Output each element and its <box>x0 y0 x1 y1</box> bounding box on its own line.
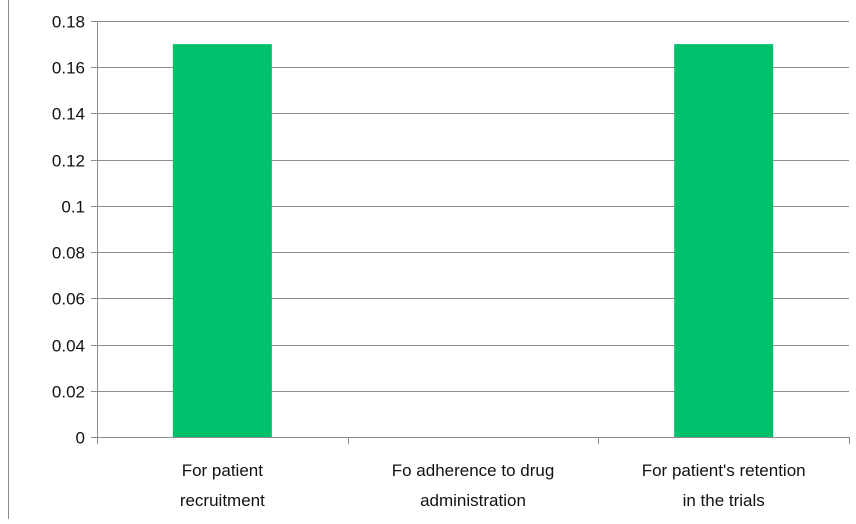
y-tick-label: 0.18 <box>52 13 85 32</box>
y-tick-label: 0.06 <box>52 290 85 309</box>
x-category-labels: For patient recruitment Fo adherence to dr… <box>180 461 806 510</box>
y-tick-label: 0.16 <box>52 59 85 78</box>
y-tick-label: 0.02 <box>52 383 85 402</box>
y-tick-label: 0 <box>76 429 85 448</box>
y-tick-label: 0.04 <box>52 337 85 356</box>
bar <box>674 44 773 437</box>
y-tick-label: 0.12 <box>52 152 85 171</box>
bar <box>173 44 272 437</box>
x-category-label: For patient <box>182 461 264 480</box>
x-category-label: recruitment <box>180 491 265 510</box>
y-tick-label: 0.1 <box>61 198 85 217</box>
y-tick-label: 0.14 <box>52 105 85 124</box>
y-tick-labels: 0 0.02 0.04 0.06 0.08 0.1 0.12 0.14 0.16 0.18 <box>52 13 85 448</box>
x-category-label: For patient's retention <box>642 461 806 480</box>
x-category-label: administration <box>420 491 526 510</box>
x-category-label: in the trials <box>683 491 765 510</box>
bars <box>173 44 773 437</box>
y-tick-label: 0.08 <box>52 244 85 263</box>
x-category-label: Fo adherence to drug <box>392 461 555 480</box>
